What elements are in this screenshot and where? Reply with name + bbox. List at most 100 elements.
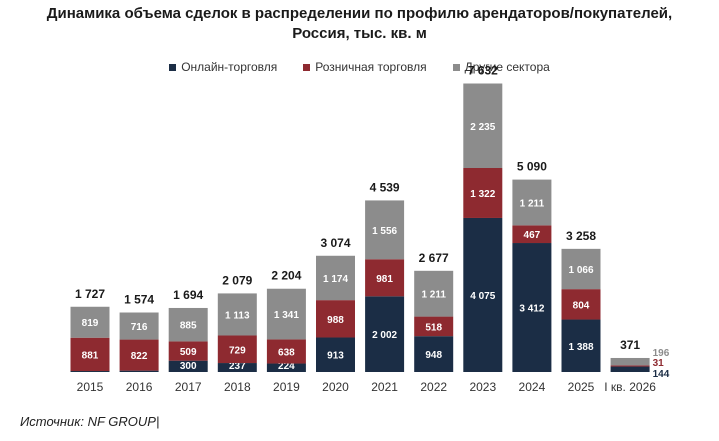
bar-value-label: 467: [524, 230, 541, 241]
bar-segment: [463, 167, 503, 218]
bar-segment: [561, 248, 601, 290]
bar-value-label: 913: [327, 351, 344, 362]
bar-value-label: 300: [180, 361, 197, 372]
x-tick-label: 2019: [273, 380, 300, 394]
legend-label-other: Другие сектора: [464, 60, 550, 74]
legend-item-retail: Розничная торговля: [303, 60, 427, 74]
bar-segment: [217, 293, 257, 336]
legend-swatch-retail: [303, 63, 311, 71]
bar-value-label: 988: [327, 315, 344, 326]
bar-value-label: 31: [653, 358, 665, 369]
bar-segment: [365, 259, 405, 297]
bar-value-label: 196: [653, 348, 670, 359]
bar-segment: [365, 200, 405, 260]
bar-value-label: 2 235: [470, 122, 495, 133]
bar-segment: [266, 363, 306, 372]
bar-value-label: 638: [278, 347, 295, 358]
bar-value-label: 716: [131, 322, 148, 333]
bar-segment: [414, 336, 454, 372]
bar-value-label: 4 075: [470, 291, 495, 302]
bar-segment: [70, 371, 110, 372]
bar-segment: [610, 365, 650, 367]
bar-segment: [217, 363, 257, 372]
x-tick-label: 2016: [126, 380, 153, 394]
legend-swatch-online: [169, 63, 177, 71]
chart-title: Динамика объема сделок в распределении п…: [0, 4, 719, 44]
bar-value-label: 981: [376, 274, 393, 285]
bar-total-label: 2 079: [222, 273, 252, 287]
bar-value-label: 948: [425, 350, 442, 361]
bar-segment: [463, 217, 503, 372]
bar-segment: [316, 255, 355, 301]
legend-item-other: Другие сектора: [452, 60, 550, 74]
chart-title-line1: Динамика объема сделок в распределении п…: [46, 5, 673, 22]
bar-value-label: 509: [180, 347, 197, 358]
bar-segment: [119, 339, 159, 371]
bar-total-label: 2 204: [271, 269, 301, 283]
x-tick-label: 2025: [568, 380, 595, 394]
bar-segment: [414, 270, 454, 317]
bar-total-label: 1 727: [75, 287, 105, 301]
x-tick-label: 2015: [77, 380, 104, 394]
bar-total-label: 1 574: [124, 293, 154, 307]
bar-value-label: 1 174: [323, 274, 348, 285]
bar-value-label: 819: [82, 318, 99, 329]
bar-total-label: 3 074: [320, 236, 350, 250]
x-tick-label: I кв. 2026: [604, 380, 656, 394]
bar-value-label: 224: [278, 361, 295, 372]
bar-segment: [561, 289, 601, 320]
bar-value-label: 1 341: [274, 310, 299, 321]
bar-total-label: 5 090: [517, 160, 547, 174]
bar-total-label: 3 258: [566, 229, 596, 243]
bar-segment: [365, 296, 405, 372]
bar-segment: [463, 83, 503, 168]
bar-segment: [168, 341, 208, 361]
bar-value-label: 1 211: [520, 198, 545, 209]
bar-value-label: 2 002: [372, 330, 397, 341]
bar-segment: [316, 300, 355, 338]
bar-segment: [119, 370, 159, 372]
bar-value-label: 1 066: [568, 265, 593, 276]
bar-segment: [512, 225, 552, 244]
bar-total-label: 4 539: [370, 180, 400, 194]
bar-value-label: 1 388: [568, 342, 593, 353]
x-tick-label: 2018: [224, 380, 251, 394]
bar-segment: [119, 312, 159, 340]
bar-segment: [168, 360, 208, 372]
bar-value-label: 1 556: [372, 226, 397, 237]
bar-segment: [512, 179, 552, 226]
source-note: Источник: NF GROUP|: [20, 414, 160, 429]
bar-segment: [266, 339, 306, 364]
bar-segment: [610, 366, 650, 372]
bar-value-label: 237: [229, 361, 246, 372]
bar-segment: [512, 243, 552, 372]
bar-segment: [70, 337, 110, 372]
bar-segment: [561, 319, 601, 372]
x-tick-label: 2017: [175, 380, 202, 394]
legend: Онлайн-торговля Розничная торговля Други…: [0, 60, 719, 74]
x-tick-label: 2022: [420, 380, 447, 394]
bar-value-label: 144: [653, 369, 670, 380]
bar-total-label: 1 694: [173, 288, 203, 302]
bar-value-label: 822: [131, 351, 148, 362]
x-tick-label: 2023: [469, 380, 496, 394]
x-tick-label: 2024: [519, 380, 546, 394]
bar-value-label: 1 322: [470, 189, 495, 200]
x-tick-label: 2021: [371, 380, 398, 394]
bar-total-label: 371: [620, 338, 640, 352]
bar-value-label: 881: [82, 350, 99, 361]
legend-item-online: Онлайн-торговля: [169, 60, 277, 74]
bar-segment: [316, 337, 355, 372]
bar-segment: [70, 306, 110, 338]
bar-value-label: 3 412: [519, 304, 544, 315]
bar-segment: [414, 316, 454, 337]
x-tick-label: 2020: [322, 380, 349, 394]
bar-value-label: 804: [573, 300, 590, 311]
legend-label-retail: Розничная торговля: [315, 60, 427, 74]
bar-segment: [217, 335, 257, 364]
bar-segment: [266, 288, 306, 340]
chart-title-line2: Россия, тыс. кв. м: [292, 25, 427, 42]
bar-value-label: 1 211: [421, 290, 446, 301]
bar-total-label: 2 677: [419, 251, 449, 265]
